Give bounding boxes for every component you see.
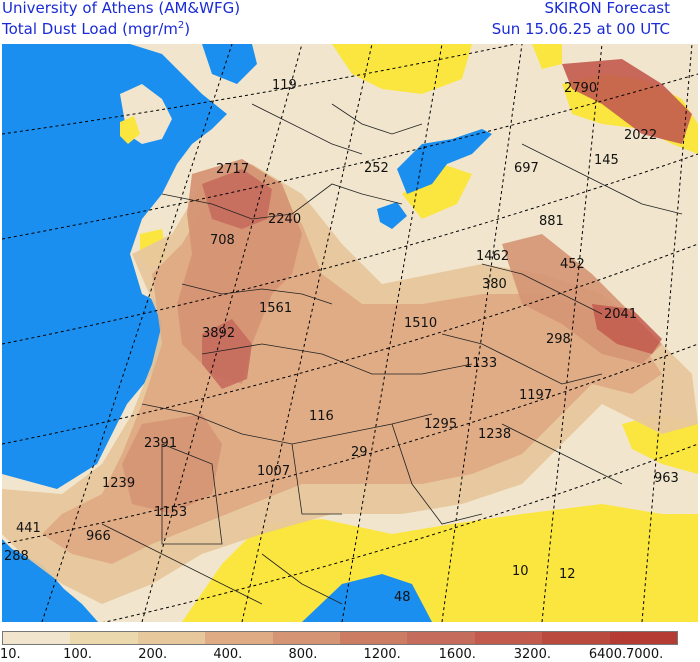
- dust-value-label: 12: [559, 567, 576, 582]
- dust-value-label: 3892: [202, 326, 235, 341]
- dust-value-label: 1510: [404, 316, 437, 331]
- sea-black-sea: [397, 129, 492, 194]
- dust-value-label: 2240: [268, 212, 301, 227]
- sea-north: [202, 44, 257, 84]
- land-no-dust-south: [182, 504, 698, 622]
- dust-value-label: 2041: [604, 307, 637, 322]
- dust-value-label: 697: [514, 161, 539, 176]
- dust-value-label: 380: [482, 277, 507, 292]
- dust-band-1600: [202, 169, 272, 229]
- variable-exponent: 2: [177, 20, 185, 31]
- graticule: [2, 44, 698, 622]
- color-legend-swatch: [272, 632, 341, 644]
- dust-value-label: 452: [560, 257, 585, 272]
- color-legend-swatch: [137, 632, 206, 644]
- color-legend-tick: 3200.: [513, 647, 551, 662]
- dust-value-label: 1295: [424, 417, 457, 432]
- dust-value-label: 2022: [624, 128, 657, 143]
- color-legend-tick: 1600.: [438, 647, 476, 662]
- dust-band-800-south: [122, 414, 222, 514]
- color-legend-swatch: [205, 632, 273, 644]
- dust-value-label: 2391: [144, 436, 177, 451]
- color-legend: [2, 631, 678, 645]
- dust-value-label: 1197: [519, 388, 552, 403]
- dust-value-label: 1239: [102, 476, 135, 491]
- dust-value-label: 708: [210, 233, 235, 248]
- color-legend-tick: 10.: [0, 647, 21, 662]
- dust-band-3200-e: [592, 304, 662, 354]
- land-no-dust-north: [332, 44, 472, 94]
- dust-value-label: 29: [351, 445, 368, 460]
- sea-aegean: [377, 202, 407, 229]
- dust-value-label: 48: [394, 590, 411, 605]
- dust-value-label: 2717: [216, 162, 249, 177]
- variable-title: Total Dust Load (mgr/m2): [2, 20, 190, 38]
- dust-value-label: 881: [539, 214, 564, 229]
- country-borders: [101, 103, 683, 605]
- variable-name: Total Dust Load (mgr/m: [2, 20, 178, 38]
- dust-value-label: 10: [512, 564, 529, 579]
- land-no-dust-northeast: [532, 44, 562, 69]
- color-legend-swatch: [474, 632, 543, 644]
- dust-value-label: 252: [364, 161, 389, 176]
- color-legend-tick: 800.: [288, 647, 318, 662]
- color-legend-swatch: [70, 632, 138, 644]
- dust-value-label: 1007: [257, 464, 290, 479]
- variable-close: ): [184, 20, 191, 38]
- color-legend-tick: 400.: [213, 647, 243, 662]
- dust-value-label: 1561: [259, 301, 292, 316]
- institution-title: University of Athens (AM&WFG): [2, 0, 241, 17]
- dust-value-labels: 119 2790 2022 2717 252 697 145 2240 881 708 1462 45…: [4, 78, 679, 605]
- dust-band-1600-b: [202, 319, 252, 389]
- color-legend-tick: 6400.: [588, 647, 627, 662]
- dust-value-label: 441: [16, 521, 41, 536]
- dust-load-map: 119 2790 2022 2717 252 697 145 2240 881 708 1462 45…: [2, 44, 698, 622]
- valid-time: Sun 15.06.25 at 00 UTC: [491, 20, 670, 38]
- dust-band-3200-ne: [562, 59, 692, 144]
- color-legend-tick: 100.: [63, 647, 93, 662]
- dust-value-label: 1462: [476, 249, 509, 264]
- dust-value-label: 116: [309, 409, 334, 424]
- dust-value-label: 298: [546, 332, 571, 347]
- dust-value-label: 1153: [154, 505, 187, 520]
- color-legend-swatch: [407, 632, 475, 644]
- color-legend-tick: 200.: [138, 647, 168, 662]
- dust-value-label: 966: [86, 529, 111, 544]
- dust-value-label: 119: [272, 78, 297, 93]
- model-title: SKIRON Forecast: [544, 0, 670, 17]
- color-legend-swatch: [542, 632, 610, 644]
- dust-value-label: 288: [4, 549, 29, 564]
- sea-red-sea-south: [302, 574, 432, 622]
- color-legend-tick: 1200.: [363, 647, 401, 662]
- color-legend-swatch: [3, 632, 71, 644]
- dust-value-label: 1133: [464, 356, 497, 371]
- color-legend-swatch: [340, 632, 408, 644]
- land-ireland: [120, 116, 140, 144]
- color-legend-tick: 7000.: [626, 647, 664, 662]
- dust-value-label: 963: [654, 471, 679, 486]
- color-legend-swatch: [609, 632, 678, 644]
- dust-value-label: 1238: [478, 427, 511, 442]
- dust-value-label: 2790: [564, 81, 597, 96]
- land-no-dust-turkey: [402, 164, 472, 219]
- dust-value-label: 145: [594, 153, 619, 168]
- dust-band-800: [177, 159, 302, 384]
